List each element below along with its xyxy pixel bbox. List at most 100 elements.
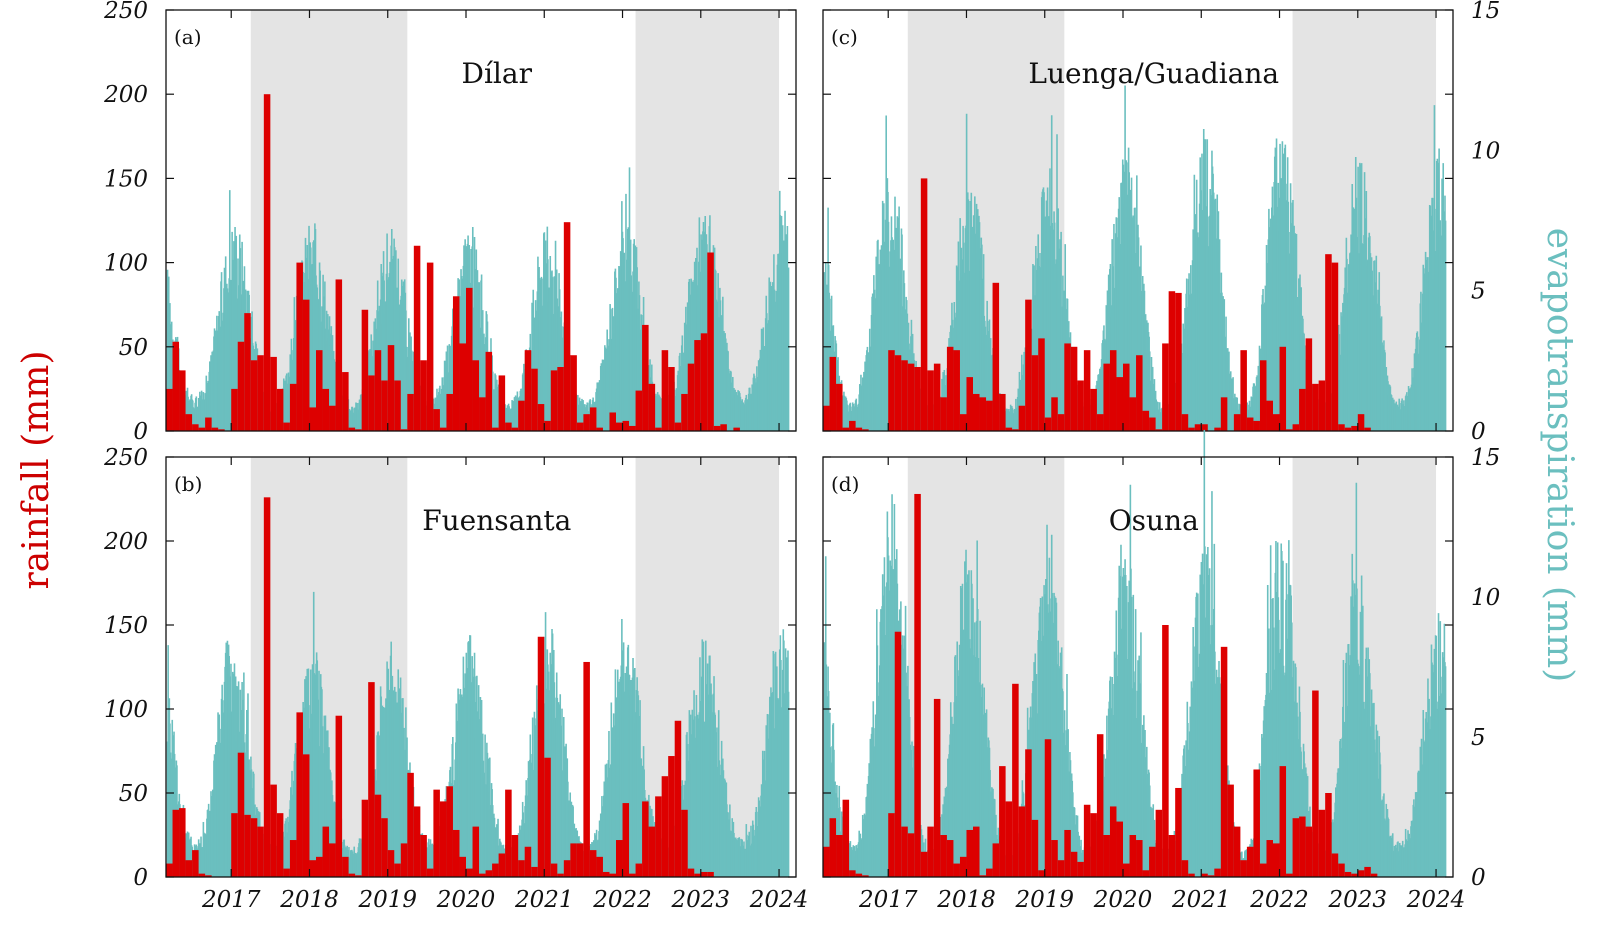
rainfall-bar [589,407,597,431]
rainfall-bar [244,313,251,431]
station-name: Fuensanta [422,504,571,537]
rainfall-bar [901,360,908,431]
year-label: 2022 [1249,887,1309,913]
rainfall-bar [973,393,980,431]
rainfall-bar [1129,835,1137,877]
rainfall-bar [296,262,303,431]
rainfall-bar [979,397,987,431]
rainfall-bar [276,388,284,431]
rainfall-bar [205,417,212,431]
rainfall-bar [1246,417,1254,431]
rainfall-bar [211,427,219,431]
rainfall-bar [894,631,902,877]
rainfall-bar [511,427,519,431]
rainfall-bar [263,94,271,431]
rainfall-bar [557,367,564,431]
rainfall-bar [492,863,499,877]
rainfall-bar [1331,262,1339,431]
rainfall-bar [914,493,921,877]
rainfall-bar [1070,851,1078,877]
rainfall-bar [668,756,675,877]
rainfall-bar [616,840,623,877]
rainfall-bar [609,412,616,431]
rainfall-bar [999,393,1006,431]
rainfall-bar [1123,863,1130,877]
rainfall-bar [1253,769,1260,877]
year-label: 2019 [357,887,417,913]
rainfall-bar [1012,683,1019,877]
rainfall-bar [355,875,362,877]
rainfall-bar [563,222,571,431]
rainfall-bar [687,868,695,877]
rainfall-bar [992,282,1000,431]
rainfall-bar [1318,380,1326,431]
rainfall-bar [1005,427,1013,431]
right-axis-title: evapotranspiration (mm) [1539,228,1580,683]
rainfall-bar [1220,397,1228,431]
rainfall-bar [426,868,434,877]
rainfall-bar [218,429,225,431]
rainfall-bar [557,873,564,877]
rainfall-bar [700,871,708,877]
rainfall-bar [283,868,290,877]
rainfall-bar [946,346,954,431]
rainfall-bar [342,372,349,431]
rainfall-bar [966,829,973,877]
rainfall-bar [1155,809,1163,877]
rainfall-bar [1149,846,1156,877]
rainfall-bar [257,826,264,877]
rainfall-bar [1292,424,1300,431]
rainfall-bar [927,370,934,431]
rainfall-bar [570,843,577,877]
rainfall-bar [1273,843,1280,877]
rainfall-tick-label: 0 [133,865,148,891]
rainfall-bar [420,360,427,431]
rainfall-bar [413,806,421,877]
rainfall-bar [446,786,453,877]
rainfall-bar [1338,863,1345,877]
rainfall-bar [1070,346,1078,431]
rainfall-bar [1214,868,1221,877]
rainfall-tick-label: 50 [119,335,148,361]
rainfall-bar [185,860,193,877]
rainfall-bar [544,420,551,431]
rainfall-bar [1299,388,1306,431]
rainfall-bar [524,350,532,431]
rainfall-bar [374,794,382,877]
station-name: Dílar [462,57,533,90]
year-label: 2022 [592,887,652,913]
rainfall-bar [1031,355,1039,431]
rainfall-tick-label: 250 [103,0,148,24]
rainfall-bar [1338,424,1345,431]
rainfall-bar [823,846,830,877]
rainfall-bar [316,350,323,431]
evapotranspiration-tick-label: 10 [1471,585,1500,611]
rainfall-bar [1253,420,1260,431]
rainfall-bar [270,356,277,431]
rainfall-bar [622,803,630,877]
rainfall-bar [537,404,545,431]
rainfall-bar [700,333,708,431]
rainfall-bar [485,351,493,431]
rainfall-bar [518,860,525,877]
rainfall-bar [1142,870,1150,877]
rainfall-bar [166,388,173,431]
rainfall-bar [531,368,538,431]
rainfall-bar [1246,846,1254,877]
rainfall-bar [1064,343,1071,431]
rainfall-bar [400,429,408,431]
rainfall-bar [1344,427,1352,431]
rainfall-bar [1149,417,1156,431]
rainfall-bar [733,427,740,431]
rainfall-bar [524,846,532,877]
rainfall-bar [907,833,915,877]
rainfall-bar [1331,853,1339,877]
rainfall-bar [335,279,343,431]
rainfall-bar [901,826,908,877]
rainfall-bar [642,801,649,877]
rainfall-bar [439,427,447,431]
rainfall-bar [452,829,460,877]
rainfall-bar [966,377,973,431]
plot-frame [822,456,1454,878]
